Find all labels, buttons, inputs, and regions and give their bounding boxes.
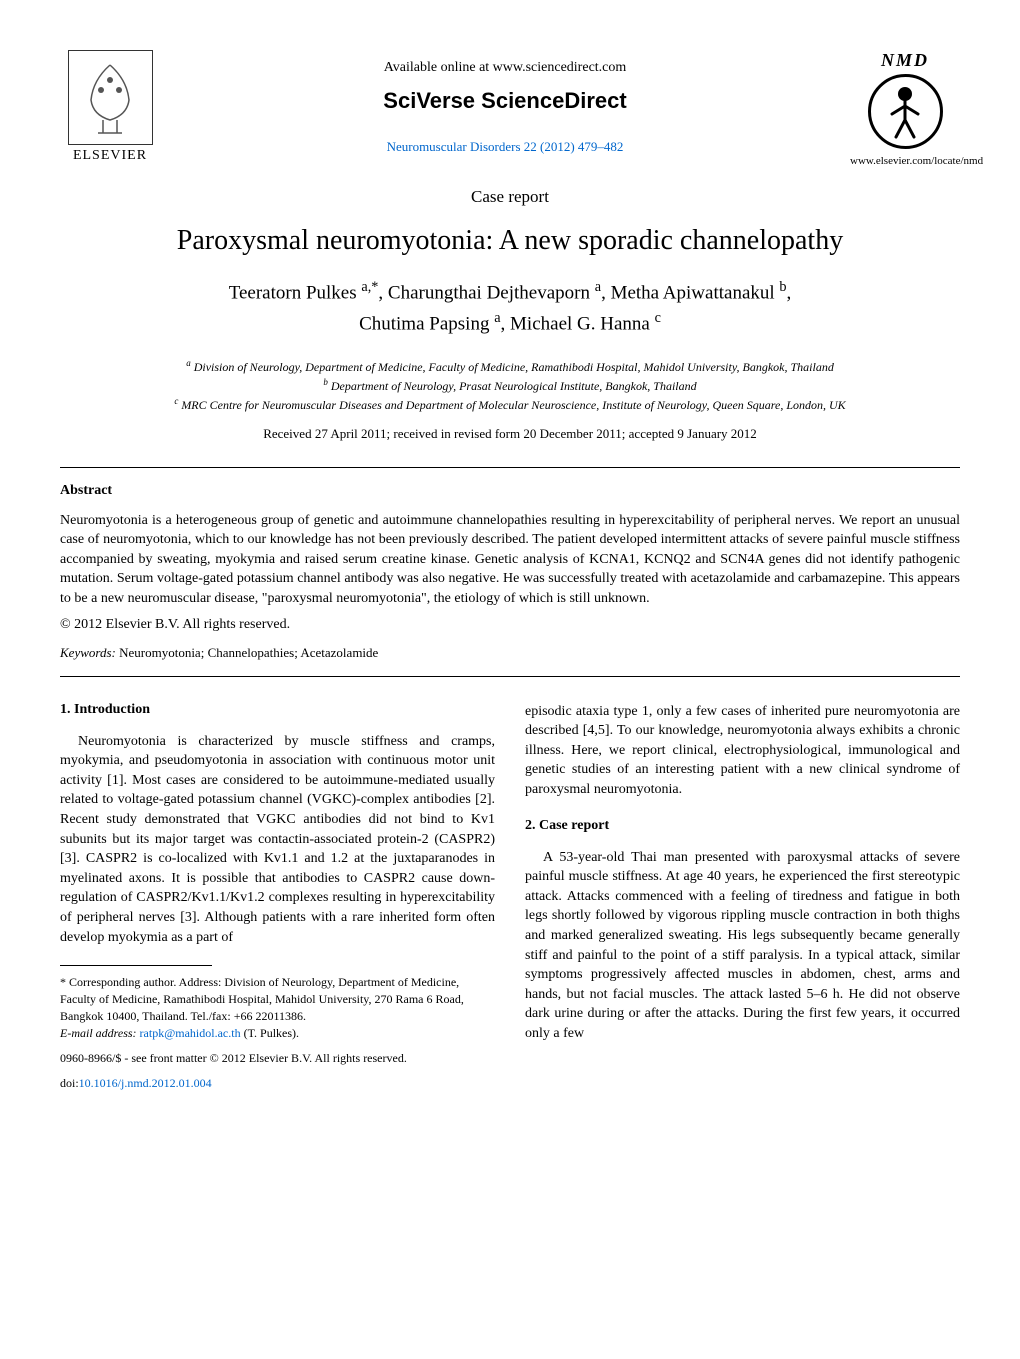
divider — [60, 467, 960, 468]
article-type: Case report — [60, 187, 960, 207]
affiliation-c: MRC Centre for Neuromuscular Diseases an… — [181, 398, 845, 412]
case-report-heading: 2. Case report — [525, 818, 960, 834]
email-author-name: (T. Pulkes). — [244, 1026, 299, 1040]
author-name: , Michael G. Hanna — [501, 313, 655, 334]
abstract-heading: Abstract — [60, 483, 960, 499]
journal-citation-link[interactable]: Neuromuscular Disorders 22 (2012) 479–48… — [180, 139, 830, 155]
author-affil-sup: b — [779, 279, 786, 295]
nmd-badge: NMD — [860, 50, 950, 150]
keywords-values: Neuromyotonia; Channelopathies; Acetazol… — [116, 645, 378, 660]
footnote-divider — [60, 965, 212, 966]
author-name: , Charungthai Dejthevaporn — [378, 282, 594, 303]
article-title: Paroxysmal neuromyotonia: A new sporadic… — [60, 225, 960, 257]
email-footnote: E-mail address: ratpk@mahidol.ac.th (T. … — [60, 1025, 495, 1042]
abstract-text: Neuromyotonia is a heterogeneous group o… — [60, 511, 960, 609]
affiliation-a: Division of Neurology, Department of Med… — [194, 360, 834, 374]
received-dates: Received 27 April 2011; received in revi… — [60, 426, 960, 442]
header-row: ELSEVIER Available online at www.science… — [60, 50, 960, 167]
sciverse-title: SciVerse ScienceDirect — [180, 88, 830, 114]
doi-line: doi:10.1016/j.nmd.2012.01.004 — [60, 1076, 495, 1091]
divider — [60, 676, 960, 677]
author-name: , Metha Apiwattanakul — [601, 282, 779, 303]
abstract-body: Neuromyotonia is a heterogeneous group o… — [60, 513, 960, 606]
affiliation-b: Department of Neurology, Prasat Neurolog… — [331, 379, 697, 393]
front-matter-line: 0960-8966/$ - see front matter © 2012 El… — [60, 1051, 495, 1066]
elsevier-label: ELSEVIER — [73, 148, 147, 164]
affiliations-block: a Division of Neurology, Department of M… — [60, 357, 960, 414]
keywords-line: Keywords: Neuromyotonia; Channelopathies… — [60, 645, 960, 661]
nmd-logo: NMD www.elsevier.com/locate/nmd — [850, 50, 960, 167]
author-name: Teeratorn Pulkes — [229, 282, 362, 303]
corresponding-author-footnote: * Corresponding author. Address: Divisio… — [60, 974, 495, 1024]
authors-block: Teeratorn Pulkes a,*, Charungthai Dejthe… — [60, 277, 960, 339]
right-column: episodic ataxia type 1, only a few cases… — [525, 702, 960, 1092]
nmd-label: NMD — [860, 50, 950, 71]
case-report-paragraph: A 53-year-old Thai man presented with pa… — [525, 848, 960, 1044]
elsevier-tree-icon — [68, 50, 153, 145]
copyright-text: © 2012 Elsevier B.V. All rights reserved… — [60, 617, 960, 633]
intro-paragraph-cont: episodic ataxia type 1, only a few cases… — [525, 702, 960, 800]
center-header: Available online at www.sciencedirect.co… — [160, 50, 850, 163]
nmd-circle-icon — [868, 74, 943, 149]
locate-url[interactable]: www.elsevier.com/locate/nmd — [850, 155, 960, 167]
two-column-layout: 1. Introduction Neuromyotonia is charact… — [60, 702, 960, 1092]
author-affil-sup: c — [655, 310, 661, 326]
author-comma: , — [787, 282, 792, 303]
left-column: 1. Introduction Neuromyotonia is charact… — [60, 702, 495, 1092]
author-affil-sup: a,* — [361, 279, 378, 295]
available-online-text: Available online at www.sciencedirect.co… — [180, 60, 830, 76]
intro-heading: 1. Introduction — [60, 702, 495, 718]
intro-paragraph: Neuromyotonia is characterized by muscle… — [60, 732, 495, 948]
doi-link[interactable]: 10.1016/j.nmd.2012.01.004 — [79, 1076, 212, 1090]
email-label: E-mail address: — [60, 1026, 137, 1040]
author-name: Chutima Papsing — [359, 313, 494, 334]
email-link[interactable]: ratpk@mahidol.ac.th — [137, 1026, 244, 1040]
doi-label: doi: — [60, 1076, 79, 1090]
keywords-label: Keywords: — [60, 645, 116, 660]
elsevier-logo: ELSEVIER — [60, 50, 160, 164]
